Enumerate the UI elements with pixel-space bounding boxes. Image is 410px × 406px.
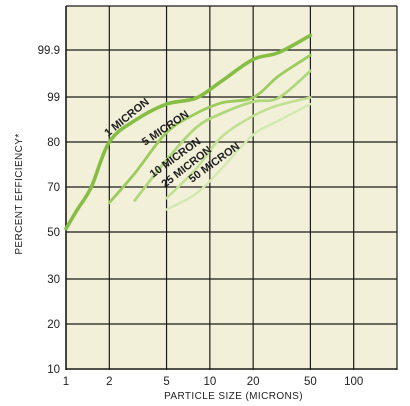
y-tick-label: 20 <box>47 319 60 331</box>
x-axis-label: PARTICLE SIZE (MICRONS) <box>164 391 303 402</box>
y-tick-label: 10 <box>47 364 60 376</box>
y-tick-label: 30 <box>47 274 60 286</box>
x-tick-label: 20 <box>247 376 260 388</box>
series-line-2 <box>107 53 312 205</box>
y-tick-label: 70 <box>47 182 60 194</box>
x-tick-label: 2 <box>106 376 112 388</box>
y-tick-label: 99 <box>47 92 60 104</box>
plot-background <box>66 6 397 370</box>
x-tick-label: 5 <box>163 376 169 388</box>
y-axis-label: PERCENT EFFICIENCY* <box>14 133 25 254</box>
x-tick-label: 10 <box>203 376 216 388</box>
x-tick-label: 50 <box>304 376 317 388</box>
series-line-3 <box>133 69 312 202</box>
y-tick-label: 80 <box>47 137 60 149</box>
series-line-5 <box>165 102 312 211</box>
x-tick-labels: 1 2 5 10 20 50 100 <box>63 376 363 388</box>
series-layer <box>64 33 313 231</box>
x-tick-label: 1 <box>63 376 69 388</box>
y-tick-label: 50 <box>47 227 60 239</box>
series-line-1 <box>64 33 313 231</box>
series-line-4 <box>165 96 312 200</box>
y-tick-label: 99.9 <box>38 45 60 57</box>
y-tick-labels: 10 20 30 50 70 80 99 99.9 <box>38 45 60 376</box>
grid-lines <box>65 5 398 370</box>
x-tick-label: 100 <box>344 376 363 388</box>
